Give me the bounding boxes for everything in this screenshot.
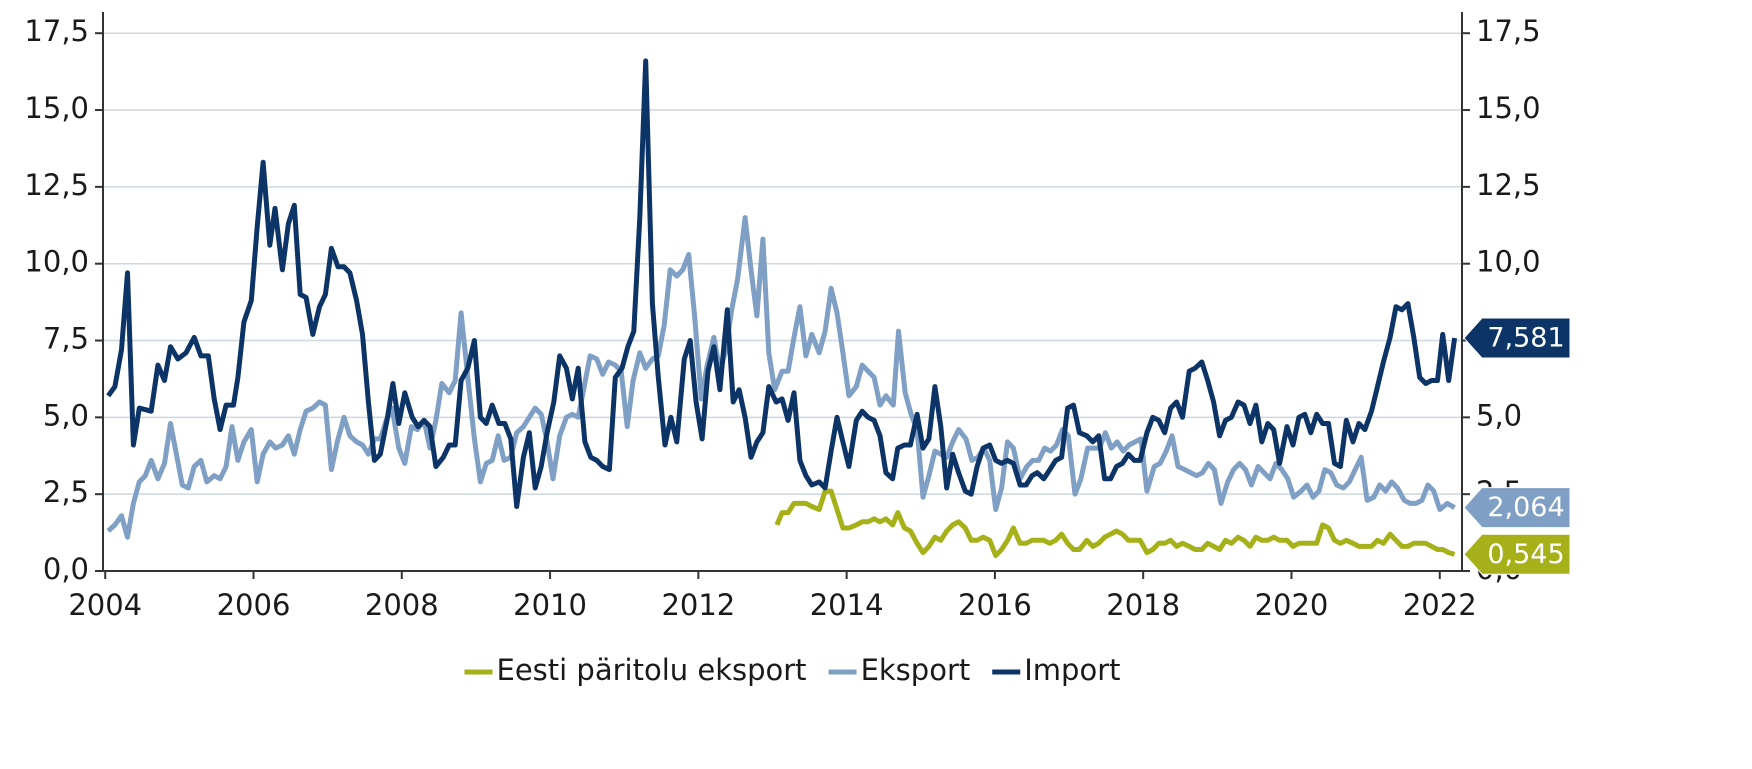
x-tick-label: 2006 [217, 588, 291, 622]
y2-tick-label: 15,0 [1476, 91, 1541, 125]
x-tick-label: 2012 [661, 588, 735, 622]
y-tick-label: 12,5 [24, 168, 89, 202]
end-label-box [1463, 317, 1571, 359]
end-label: 7,581 [1487, 323, 1564, 354]
y-tick-label: 0,0 [43, 552, 89, 586]
end-label-box [1463, 487, 1571, 529]
legend: Eesti päritolu eksport Eksport Import [464, 653, 1120, 687]
end-label-box [1463, 533, 1571, 575]
y2-tick-label: 10,0 [1476, 245, 1541, 279]
x-tick-label: 2020 [1255, 588, 1329, 622]
series-line [774, 488, 1456, 559]
y-tick-label: 7,5 [43, 322, 89, 356]
y-tick-label: 17,5 [24, 14, 89, 48]
y-tick-label: 5,0 [43, 398, 89, 432]
x-tick-label: 2022 [1403, 588, 1477, 622]
x-tick-label: 2014 [810, 588, 884, 622]
series-line [106, 58, 1458, 509]
x-tick-label: 2016 [958, 588, 1032, 622]
end-label: 0,545 [1487, 539, 1564, 570]
y2-tick-label: 12,5 [1476, 168, 1541, 202]
legend-label: Eksport [861, 653, 971, 687]
y2-tick-label: 17,5 [1476, 14, 1541, 48]
y-tick-label: 2,5 [43, 475, 89, 509]
x-tick-label: 2008 [365, 588, 439, 622]
x-tick-label: 2018 [1106, 588, 1180, 622]
x-tick-label: 2004 [68, 588, 142, 622]
end-label: 2,064 [1487, 492, 1564, 523]
legend-label: Eesti päritolu eksport [497, 653, 807, 687]
x-tick-label: 2010 [513, 588, 587, 622]
y-tick-label: 10,0 [24, 245, 89, 279]
series-line [106, 215, 1456, 540]
y2-tick-label: 5,0 [1476, 398, 1522, 432]
legend-label: Import [1024, 653, 1120, 687]
y-tick-label: 15,0 [24, 91, 89, 125]
